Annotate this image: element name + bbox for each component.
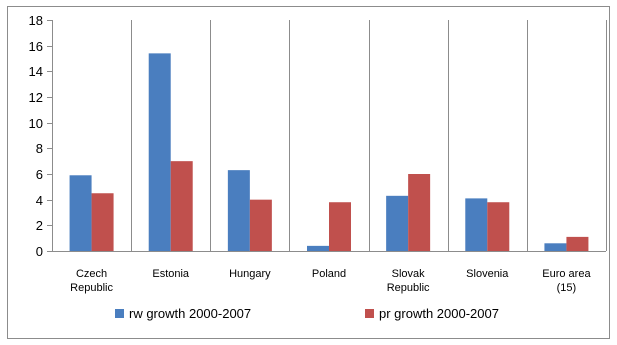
bar-rw-0 xyxy=(69,175,92,251)
x-tick-label: Republic xyxy=(70,282,113,294)
bar-pr-6 xyxy=(566,236,589,251)
bar-pr-2 xyxy=(249,199,272,251)
legend-swatch-pr xyxy=(365,309,374,318)
bar-pr-1 xyxy=(170,161,193,251)
x-tick-label: Czech xyxy=(76,268,107,280)
bar-rw-3 xyxy=(307,245,329,251)
x-tick-label: (15) xyxy=(557,282,577,294)
x-tick-label: Republic xyxy=(387,282,430,294)
x-tick-label: Estonia xyxy=(152,268,190,280)
x-tick-label: Slovenia xyxy=(466,268,509,280)
chart-area xyxy=(7,6,610,339)
bar-pr-5 xyxy=(487,202,510,251)
y-tick-label: 4 xyxy=(36,193,43,208)
y-tick-label: 8 xyxy=(36,141,43,156)
legend-swatch-rw xyxy=(115,309,124,318)
y-tick-label: 14 xyxy=(29,64,43,79)
y-tick-label: 18 xyxy=(29,13,43,28)
legend-label-pr: pr growth 2000-2007 xyxy=(379,306,499,321)
bar-pr-3 xyxy=(329,202,351,251)
y-tick-label: 0 xyxy=(36,244,43,259)
y-tick-label: 12 xyxy=(29,90,43,105)
bar-pr-0 xyxy=(91,193,114,251)
y-tick-label: 2 xyxy=(36,218,43,233)
bar-rw-2 xyxy=(227,170,250,251)
bar-rw-4 xyxy=(386,195,409,251)
legend-label-rw: rw growth 2000-2007 xyxy=(129,306,251,321)
y-tick-label: 6 xyxy=(36,167,43,182)
x-tick-label: Slovak xyxy=(392,268,426,280)
x-tick-label: Poland xyxy=(312,268,346,280)
bar-pr-4 xyxy=(408,174,431,251)
x-tick-label: Hungary xyxy=(229,268,271,280)
bar-rw-5 xyxy=(465,198,488,251)
x-tick-label: Euro area xyxy=(542,268,591,280)
y-tick-label: 10 xyxy=(29,116,43,131)
y-tick-label: 16 xyxy=(29,39,43,54)
bar-rw-1 xyxy=(148,53,171,251)
bar-rw-6 xyxy=(544,243,567,251)
